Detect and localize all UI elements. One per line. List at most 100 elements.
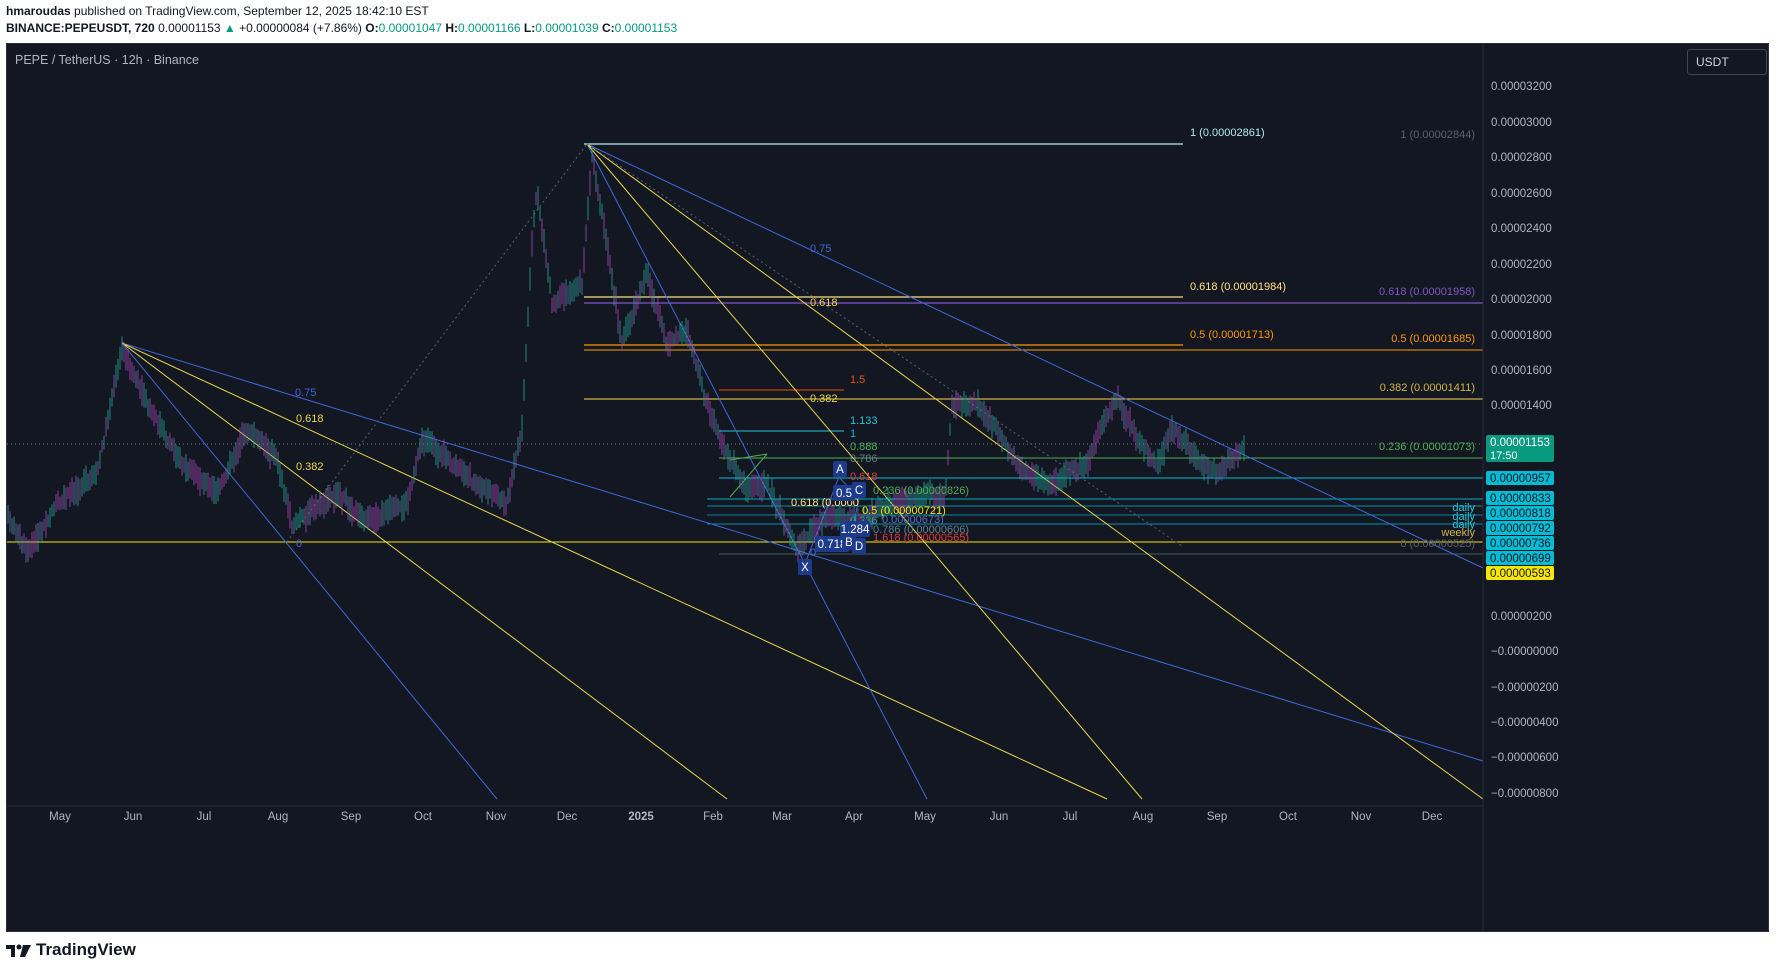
fan-label: 0.75 — [295, 387, 316, 399]
mini-fib-label: 0.5 (0.00000721) — [862, 505, 946, 517]
trend-line — [121, 342, 728, 800]
high-value: 0.00001166 — [458, 21, 521, 35]
time-axis-label: Sep — [341, 811, 361, 823]
footer: TradingView — [6, 938, 136, 962]
price-tag: 0.00000593 — [1490, 568, 1551, 580]
price-axis-label: −0.00000600 — [1491, 752, 1558, 764]
ext-label: 0.618 — [850, 471, 878, 483]
low-value: 0.00001039 — [535, 21, 599, 35]
ratio-0718-label-box — [815, 536, 849, 552]
price-axis-label: −0.00000000 — [1491, 646, 1558, 658]
time-axis-label: Mar — [772, 811, 792, 823]
timeframe-label: weekly — [1440, 527, 1475, 539]
price-axis-label: −0.00000200 — [1491, 682, 1558, 694]
time-axis-label: Apr — [845, 811, 863, 823]
fan-label: 0.618 — [810, 297, 838, 309]
price-axis-label: 0.00002800 — [1491, 152, 1552, 164]
chart-pane[interactable]: 1 (0.00002861) 0.618 (0.00001984) 0.5 (0.0… — [6, 43, 1769, 932]
mini-fib-label: 0.236 (0.00000826) — [873, 485, 969, 497]
currency-button[interactable]: USDT — [1687, 49, 1767, 75]
point-c-label: C — [855, 485, 863, 497]
ratio-05-label-box — [833, 485, 855, 501]
trend-line — [586, 143, 928, 800]
point-a-label: A — [836, 464, 844, 476]
price-tag: 0.00001153 — [1490, 437, 1550, 449]
chart-legend: PEPE / TetherUS · 12h · Binance — [15, 53, 199, 67]
ratio-05-label: 0.5 — [836, 488, 852, 500]
fib-label: 1 (0.00002844) — [1400, 129, 1475, 141]
ext-label: 0.786 — [850, 453, 878, 465]
time-axis-label: Oct — [414, 811, 433, 823]
mini-fib-label: 0.786 (0.00000606) — [873, 524, 969, 536]
point-x-label: X — [801, 562, 809, 574]
tradingview-logo-icon — [6, 944, 31, 957]
open-value: 0.00001047 — [378, 21, 443, 35]
high-label: H: — [445, 21, 459, 35]
price-tag-countdown: 17:50 — [1490, 450, 1518, 462]
time-axis-label: Aug — [268, 811, 288, 823]
price-tag: 0.00000699 — [1490, 553, 1551, 565]
ext-label: 1 — [850, 428, 856, 440]
price-axis-label: 0.00001800 — [1491, 330, 1552, 342]
price-tag-bg — [1486, 471, 1554, 485]
time-axis-label: May — [914, 811, 936, 823]
chart-canvas[interactable]: 1 (0.00002861) 0.618 (0.00001984) 0.5 (0.0… — [7, 44, 1769, 932]
open-label: O: — [365, 21, 379, 35]
price-tag: 0.00000833 — [1490, 493, 1551, 505]
time-axis-label: Jul — [1063, 811, 1078, 823]
mini-fib-label: 0.00000673) — [882, 514, 944, 526]
price-tag-bg — [1486, 566, 1554, 580]
price-tag: 0.00000792 — [1490, 523, 1551, 535]
symbol-info: BINANCE:PEPEUSDT, 720 0.00001153 ▲ +0.00… — [6, 21, 677, 35]
price-tag: 0.00000736 — [1490, 538, 1551, 550]
mini-fib-label: 1.618 (0.00000565) — [873, 532, 969, 544]
time-axis-label: May — [49, 811, 71, 823]
time-axis-label: Feb — [703, 811, 723, 823]
price-axis-label: 0.00002400 — [1491, 223, 1552, 235]
price-tag-bg — [1486, 435, 1554, 462]
price-axis-label: 0.00000200 — [1491, 611, 1552, 623]
price-tag-bg — [1486, 506, 1554, 520]
price-tag-bg — [1486, 551, 1554, 565]
trend-line — [586, 143, 1143, 800]
point-b-label: B — [845, 537, 853, 549]
trend-line — [586, 143, 1484, 800]
author-name[interactable]: hmaroudas — [6, 4, 71, 18]
fib-label: 0.618 (0.00001958) — [1379, 286, 1475, 298]
low-label: L: — [523, 21, 536, 35]
point-d-label: D — [855, 541, 863, 553]
fib-label: 0.618 (0.00001984) — [1190, 281, 1286, 293]
publish-info: hmaroudas published on TradingView.com, … — [6, 4, 429, 18]
price-axis-label: 0.00003000 — [1491, 117, 1552, 129]
trend-line — [121, 342, 498, 800]
price-axis-label: 0.00001400 — [1491, 400, 1552, 412]
fan-label: 0 — [296, 538, 302, 550]
trend-line — [729, 453, 768, 461]
time-axis-label: Sep — [1207, 811, 1227, 823]
price-axis-label: 0.00002600 — [1491, 188, 1552, 200]
close-value: 0.00001153 — [614, 21, 678, 35]
fan-label: 0.75 — [810, 243, 831, 255]
publish-text: published on TradingView.com, September … — [70, 4, 429, 18]
ratio-1284-label-box — [840, 521, 870, 537]
price-tag-bg — [1486, 491, 1554, 505]
price-axis-label: −0.00000800 — [1491, 788, 1558, 800]
time-axis-label: Nov — [1351, 811, 1372, 823]
fan-label: 0.382 — [810, 393, 838, 405]
time-axis-label: Dec — [1422, 811, 1443, 823]
price-tag-bg — [1486, 521, 1554, 535]
ext-label: 1.5 — [850, 374, 865, 386]
symbol-name: BINANCE:PEPEUSDT, 720 — [6, 21, 155, 35]
price-axis-label: 0.00002000 — [1491, 294, 1552, 306]
fib-label: 0.236 (0.00001073) — [1379, 441, 1475, 453]
tradingview-logo[interactable]: TradingView — [6, 940, 136, 960]
fib-label: 0.382 (0.00001411) — [1380, 382, 1475, 394]
ratio-1284-label: 1.284 — [841, 524, 870, 536]
trend-line — [586, 143, 1484, 569]
tradingview-brand: TradingView — [36, 940, 136, 959]
fib-label: 0 (0.00000525) — [1400, 538, 1475, 550]
price-change: +0.00000084 (+7.86%) — [239, 21, 362, 35]
price-axis-label: 0.00002200 — [1491, 259, 1552, 271]
point-c-label-box — [852, 482, 866, 498]
point-x-label-box — [798, 559, 812, 575]
